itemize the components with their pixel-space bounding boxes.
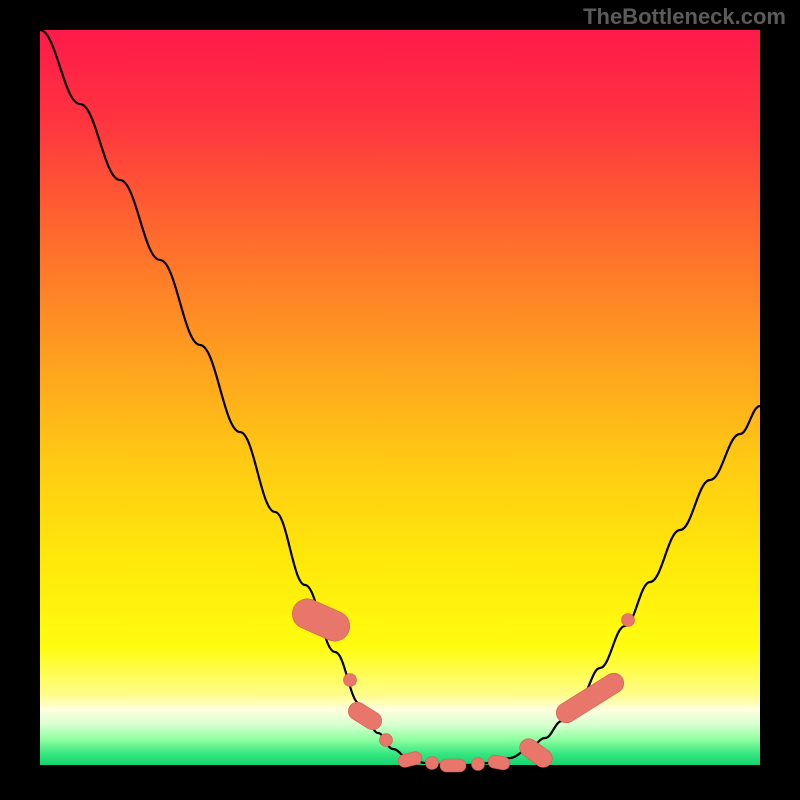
bottleneck-chart — [0, 0, 800, 800]
watermark-text: TheBottleneck.com — [583, 4, 786, 30]
chart-container: TheBottleneck.com — [0, 0, 800, 800]
